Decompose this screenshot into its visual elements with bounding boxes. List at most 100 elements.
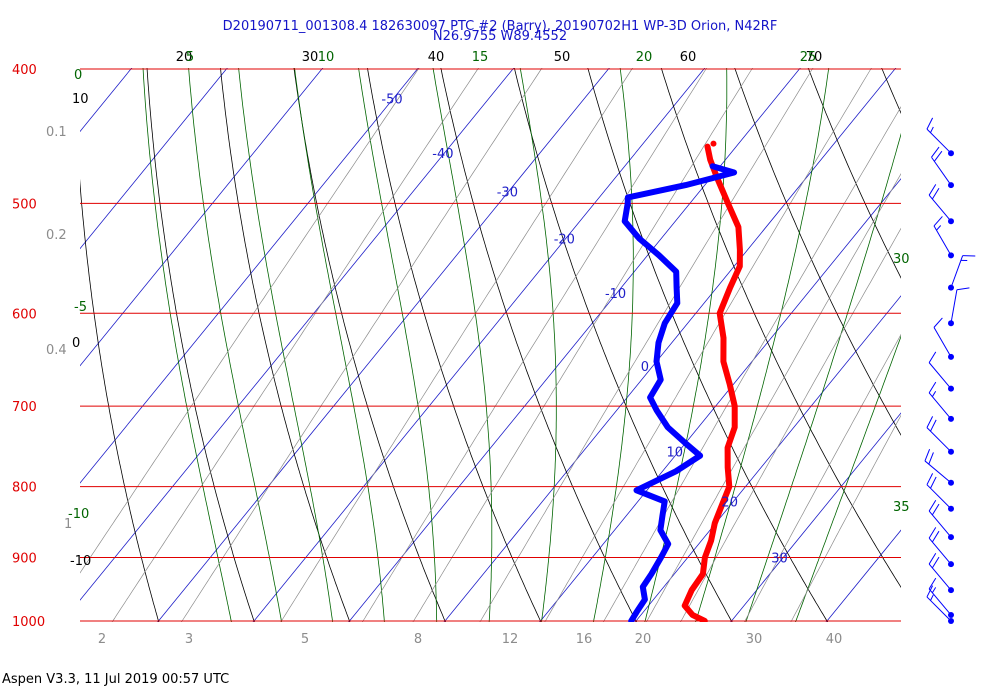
wind-barb-half-feather	[930, 126, 934, 133]
wind-barb-feather	[933, 216, 943, 227]
isotherm-label: -50	[381, 92, 402, 107]
wind-barb	[928, 577, 954, 618]
wind-barb-staff	[926, 484, 952, 510]
pressure-label: 1000	[12, 615, 45, 630]
isotherm-label: -30	[497, 185, 518, 200]
wind-barb	[928, 527, 954, 568]
wind-barb-feather	[926, 585, 934, 598]
wind-barb-feather	[930, 476, 937, 489]
moist-adiabat-line	[294, 68, 385, 622]
moist-adiabat-label: -5	[74, 300, 87, 315]
wind-barb-feather	[924, 448, 931, 462]
wind-barb-feather	[931, 556, 940, 569]
moist-adiabat-label: 10	[318, 50, 335, 65]
moist-adiabat-line	[592, 68, 634, 622]
wind-barb-feather	[956, 287, 970, 291]
wind-barb-feather	[928, 577, 937, 590]
dry-adiabat-label: 70	[806, 50, 823, 65]
wind-barb-feather	[928, 452, 934, 465]
isotherm-line	[80, 68, 228, 250]
wind-barb-staff	[933, 327, 952, 358]
wind-barb	[948, 287, 970, 327]
wind-barb-feather	[931, 187, 940, 200]
wind-barb	[928, 381, 954, 422]
dry-adiabat-label: 20	[176, 50, 193, 65]
mixing-ratio-label: 1	[64, 517, 72, 532]
wind-barb	[926, 473, 954, 512]
wind-barb-staff	[924, 460, 952, 484]
wind-barb-staff	[926, 128, 952, 154]
dry-adiabat-line	[146, 68, 255, 622]
moist-adiabat-label: 5	[186, 50, 194, 65]
isotherm-line	[539, 178, 901, 622]
mixing-ratio-line	[412, 68, 753, 622]
pressure-label: 600	[12, 307, 37, 322]
mixing-ratio-line	[680, 227, 901, 622]
wind-barb-staff	[950, 289, 958, 324]
wind-barb	[933, 317, 954, 360]
moist-adiabat-line	[188, 68, 282, 622]
wind-barb-feather	[931, 503, 940, 516]
wind-barb-feather	[926, 416, 934, 428]
wind-barb-staff	[933, 225, 952, 256]
moist-adiabat-line	[238, 68, 334, 622]
mixing-ratio-line	[645, 173, 901, 622]
dry-adiabat-line	[293, 68, 446, 622]
wind-barb-half-feather	[931, 391, 937, 397]
pressure-label: 800	[12, 481, 37, 496]
chart-grid	[80, 38, 1000, 678]
isotherm-label: -20	[554, 233, 575, 248]
isotherm-label: 20	[721, 495, 738, 510]
isobar-lines	[80, 68, 901, 622]
isotherm-line	[971, 38, 1000, 678]
wind-barbs	[924, 117, 976, 624]
wind-barb	[926, 585, 954, 624]
software-footer: Aspen V3.3, 11 Jul 2019 00:57 UTC	[2, 672, 230, 687]
wind-barb-feather	[928, 351, 937, 363]
isotherm-label: -40	[432, 147, 453, 162]
mixing-ratio-line	[544, 68, 872, 622]
isotherm-line	[80, 68, 419, 484]
mixing-ratio-label: 0.1	[46, 125, 67, 140]
mixing-ratio-label: 0.4	[46, 343, 67, 358]
dewpoint-trace	[621, 163, 738, 622]
dry-adiabat-label: 10	[72, 92, 89, 107]
wind-barb-feather	[930, 419, 937, 432]
wind-barb-feather	[928, 184, 937, 196]
pressure-label: 500	[12, 197, 37, 212]
isotherm-label: 10	[666, 446, 683, 461]
dry-adiabat-line	[660, 68, 901, 588]
temperature-trace	[681, 143, 743, 622]
chart-labels: 4005006007008009001000-50-40-30-20-10010…	[12, 50, 910, 647]
wind-barb-feather	[928, 381, 937, 394]
pressure-label: 400	[12, 63, 37, 78]
wind-barb	[924, 448, 954, 486]
dry-adiabat-line	[220, 68, 351, 622]
mixing-ratio-line	[111, 68, 479, 622]
isotherm-line	[157, 68, 610, 622]
wind-barb	[928, 553, 954, 594]
wind-barb-feather	[928, 553, 937, 565]
wind-barb-feather	[933, 317, 943, 328]
isotherm-line	[348, 68, 801, 622]
moist-adiabat-label: 15	[472, 50, 489, 65]
dry-adiabat-line	[807, 68, 901, 279]
wind-barb-staff	[928, 510, 952, 538]
moist-adiabat-line	[432, 68, 493, 622]
moist-adiabat-line	[142, 68, 232, 622]
isotherm-label: -10	[605, 287, 626, 302]
wind-barb-staff	[928, 537, 952, 565]
wind-barb	[928, 500, 954, 541]
moist-adiabat-label: 0	[74, 68, 82, 83]
moist-adiabat-line	[745, 132, 901, 622]
chart-location: N26.9755 W89.4552	[432, 29, 568, 44]
wind-barb-half-feather	[936, 225, 942, 231]
mixing-ratio-line	[743, 333, 901, 622]
wind-barb-half-feather	[930, 594, 934, 601]
dry-adiabat-line	[367, 68, 542, 622]
wind-barb-feather	[926, 117, 934, 130]
moist-adiabat-label: 30	[893, 252, 910, 267]
wind-barb-feather	[928, 500, 937, 512]
isotherm-line	[634, 295, 901, 622]
